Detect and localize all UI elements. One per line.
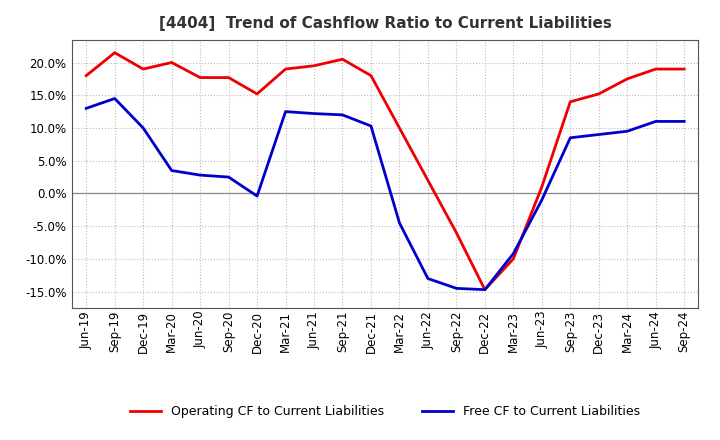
Free CF to Current Liabilities bbox=[395, 220, 404, 226]
Operating CF to Current Liabilities bbox=[452, 230, 461, 235]
Free CF to Current Liabilities bbox=[680, 119, 688, 124]
Operating CF to Current Liabilities bbox=[225, 75, 233, 80]
Free CF to Current Liabilities bbox=[452, 286, 461, 291]
Line: Free CF to Current Liabilities: Free CF to Current Liabilities bbox=[86, 99, 684, 290]
Free CF to Current Liabilities bbox=[310, 111, 318, 116]
Operating CF to Current Liabilities bbox=[338, 57, 347, 62]
Free CF to Current Liabilities bbox=[338, 112, 347, 117]
Operating CF to Current Liabilities bbox=[366, 73, 375, 78]
Free CF to Current Liabilities bbox=[282, 109, 290, 114]
Operating CF to Current Liabilities bbox=[310, 63, 318, 69]
Legend: Operating CF to Current Liabilities, Free CF to Current Liabilities: Operating CF to Current Liabilities, Fre… bbox=[125, 400, 645, 423]
Free CF to Current Liabilities bbox=[423, 276, 432, 281]
Free CF to Current Liabilities bbox=[139, 125, 148, 131]
Free CF to Current Liabilities bbox=[253, 194, 261, 199]
Free CF to Current Liabilities bbox=[167, 168, 176, 173]
Operating CF to Current Liabilities bbox=[139, 66, 148, 72]
Free CF to Current Liabilities bbox=[225, 174, 233, 180]
Operating CF to Current Liabilities bbox=[537, 184, 546, 190]
Operating CF to Current Liabilities bbox=[82, 73, 91, 78]
Operating CF to Current Liabilities bbox=[566, 99, 575, 104]
Operating CF to Current Liabilities bbox=[509, 256, 518, 261]
Line: Operating CF to Current Liabilities: Operating CF to Current Liabilities bbox=[86, 53, 684, 290]
Operating CF to Current Liabilities bbox=[652, 66, 660, 72]
Free CF to Current Liabilities bbox=[480, 287, 489, 292]
Operating CF to Current Liabilities bbox=[595, 91, 603, 96]
Operating CF to Current Liabilities bbox=[253, 91, 261, 96]
Operating CF to Current Liabilities bbox=[167, 60, 176, 65]
Free CF to Current Liabilities bbox=[82, 106, 91, 111]
Free CF to Current Liabilities bbox=[623, 128, 631, 134]
Operating CF to Current Liabilities bbox=[423, 178, 432, 183]
Operating CF to Current Liabilities bbox=[282, 66, 290, 72]
Free CF to Current Liabilities bbox=[366, 123, 375, 128]
Operating CF to Current Liabilities bbox=[196, 75, 204, 80]
Operating CF to Current Liabilities bbox=[480, 287, 489, 292]
Free CF to Current Liabilities bbox=[566, 135, 575, 140]
Free CF to Current Liabilities bbox=[652, 119, 660, 124]
Free CF to Current Liabilities bbox=[537, 198, 546, 203]
Operating CF to Current Liabilities bbox=[680, 66, 688, 72]
Title: [4404]  Trend of Cashflow Ratio to Current Liabilities: [4404] Trend of Cashflow Ratio to Curren… bbox=[159, 16, 611, 32]
Free CF to Current Liabilities bbox=[509, 251, 518, 257]
Free CF to Current Liabilities bbox=[595, 132, 603, 137]
Free CF to Current Liabilities bbox=[110, 96, 119, 101]
Operating CF to Current Liabilities bbox=[110, 50, 119, 55]
Operating CF to Current Liabilities bbox=[623, 76, 631, 81]
Operating CF to Current Liabilities bbox=[395, 125, 404, 131]
Free CF to Current Liabilities bbox=[196, 172, 204, 178]
